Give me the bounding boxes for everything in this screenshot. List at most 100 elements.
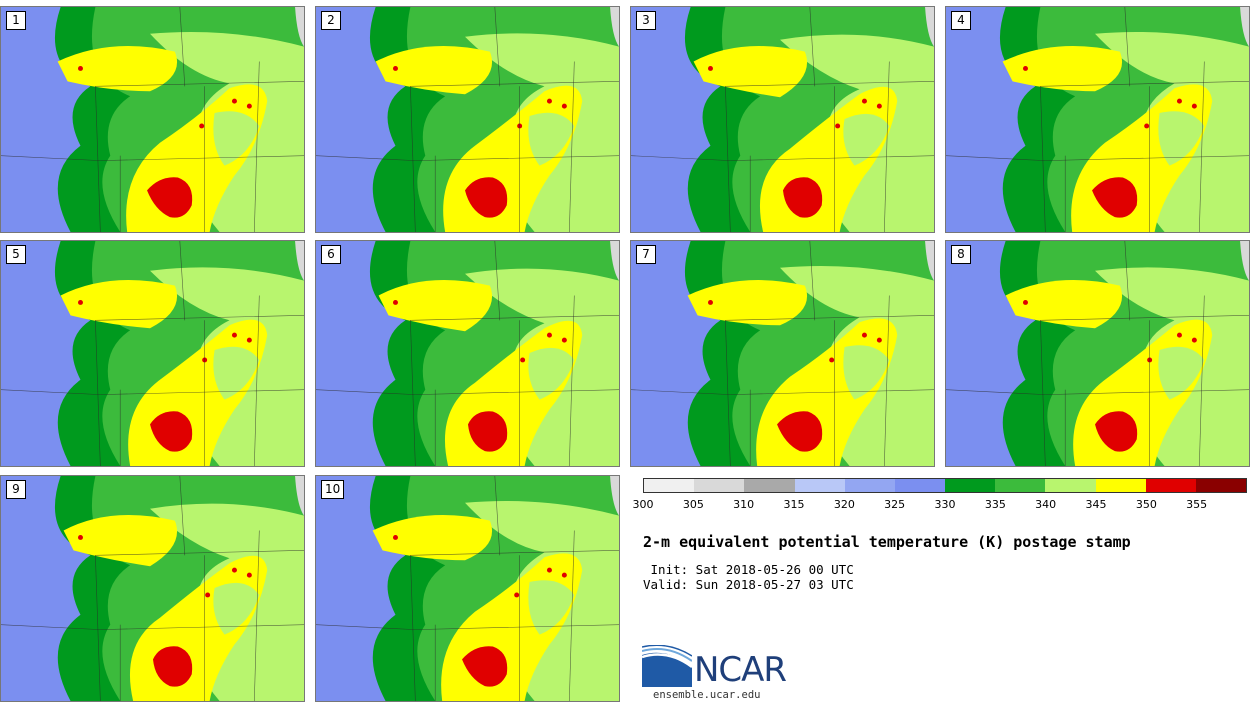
field-350-speck <box>246 572 252 578</box>
state-border <box>569 295 575 466</box>
map-field <box>1 476 304 701</box>
colorbar-tick-label: 330 <box>934 498 956 511</box>
state-border <box>1 624 101 630</box>
field-350-core <box>147 177 193 218</box>
field-350-speck <box>546 567 552 573</box>
state-border <box>415 389 619 395</box>
state-border <box>494 7 501 87</box>
state-border <box>569 61 575 232</box>
state-border <box>95 320 101 466</box>
field-350-speck <box>514 592 520 598</box>
lake <box>610 476 619 516</box>
map-field <box>946 7 1249 232</box>
colorbar-tick-label: 335 <box>984 498 1006 511</box>
colorbar-tick-label: 305 <box>682 498 704 511</box>
colorbar-segment <box>694 479 745 492</box>
field-340-pocket <box>843 345 890 400</box>
field-350-speck <box>561 337 567 343</box>
state-border <box>1045 389 1249 395</box>
state-border <box>1199 61 1205 232</box>
field-350-speck <box>231 332 237 338</box>
colorbar-segment <box>1095 479 1146 492</box>
colorbar-segment <box>844 479 895 492</box>
state-border <box>254 295 260 466</box>
field-350-speck <box>546 98 552 104</box>
member-panel-8: 8 <box>945 240 1250 467</box>
state-border <box>179 476 186 556</box>
map-field <box>316 241 619 466</box>
field-345-north <box>63 515 178 567</box>
map-field <box>316 476 619 701</box>
field-340-pocket <box>528 580 575 635</box>
state-border <box>410 550 619 556</box>
lake <box>295 476 304 516</box>
state-border <box>809 7 816 87</box>
member-panel-4: 4 <box>945 6 1250 233</box>
lake <box>925 7 934 47</box>
colorbar-tick-label: 345 <box>1085 498 1107 511</box>
field-350-speck <box>77 534 83 540</box>
state-border <box>1040 86 1046 232</box>
field-350-speck <box>546 332 552 338</box>
colorbar-tick-label: 340 <box>1035 498 1057 511</box>
field-350-speck <box>876 337 882 343</box>
member-panel-5: 5 <box>0 240 305 467</box>
state-border <box>410 315 619 321</box>
state-border <box>95 555 101 701</box>
field-350-speck <box>392 534 398 540</box>
state-border <box>179 241 186 321</box>
logo-url[interactable]: ensemble.ucar.edu <box>653 689 761 701</box>
field-350-speck <box>1144 123 1150 129</box>
state-border <box>254 530 260 701</box>
field-350-core <box>782 177 823 218</box>
state-border <box>1124 241 1131 321</box>
field-350-speck <box>520 357 526 363</box>
state-border <box>95 315 304 321</box>
state-border <box>100 155 304 161</box>
member-panel-10: 10 <box>315 475 620 702</box>
state-border <box>569 530 575 701</box>
state-border <box>725 81 934 87</box>
field-350-speck <box>835 123 841 129</box>
ncar-swoosh-icon <box>642 645 692 687</box>
member-label: 6 <box>321 245 341 264</box>
field-350-speck <box>1191 103 1197 109</box>
field-340-pocket <box>213 582 260 635</box>
state-border <box>254 61 260 232</box>
colorbar-segment <box>1045 479 1096 492</box>
state-border <box>316 624 416 630</box>
member-panel-2: 2 <box>315 6 620 233</box>
state-border <box>494 476 501 556</box>
state-border <box>1199 295 1205 466</box>
field-350-core <box>1095 411 1138 452</box>
member-label: 4 <box>951 11 971 30</box>
field-350-speck <box>876 103 882 109</box>
field-350-speck <box>1191 337 1197 343</box>
field-350-core <box>462 646 508 687</box>
state-border <box>1045 155 1249 161</box>
field-350-speck <box>829 357 835 363</box>
member-panel-1: 1 <box>0 6 305 233</box>
field-350-core <box>150 411 193 452</box>
field-350-core <box>465 177 508 218</box>
field-350-speck <box>1022 65 1028 71</box>
colorbar-segment <box>945 479 996 492</box>
plot-title: 2-m equivalent potential temperature (K)… <box>643 533 1131 551</box>
map-field <box>1 7 304 232</box>
state-border <box>410 555 416 701</box>
colorbar-tick-label: 320 <box>833 498 855 511</box>
state-border <box>730 389 934 395</box>
field-340-pocket <box>213 111 260 166</box>
map-field <box>631 241 934 466</box>
colorbar-tick-label: 300 <box>632 498 654 511</box>
lake <box>610 7 619 47</box>
state-border <box>316 389 416 395</box>
field-345-north <box>60 280 178 329</box>
state-border <box>494 241 501 321</box>
state-border <box>100 624 304 630</box>
ncar-logo[interactable]: NCAR <box>642 645 792 693</box>
state-border <box>1040 315 1249 321</box>
field-340-pocket <box>528 347 575 400</box>
valid-time: Valid: Sun 2018-05-27 03 UTC <box>643 577 854 592</box>
field-350-speck <box>231 567 237 573</box>
